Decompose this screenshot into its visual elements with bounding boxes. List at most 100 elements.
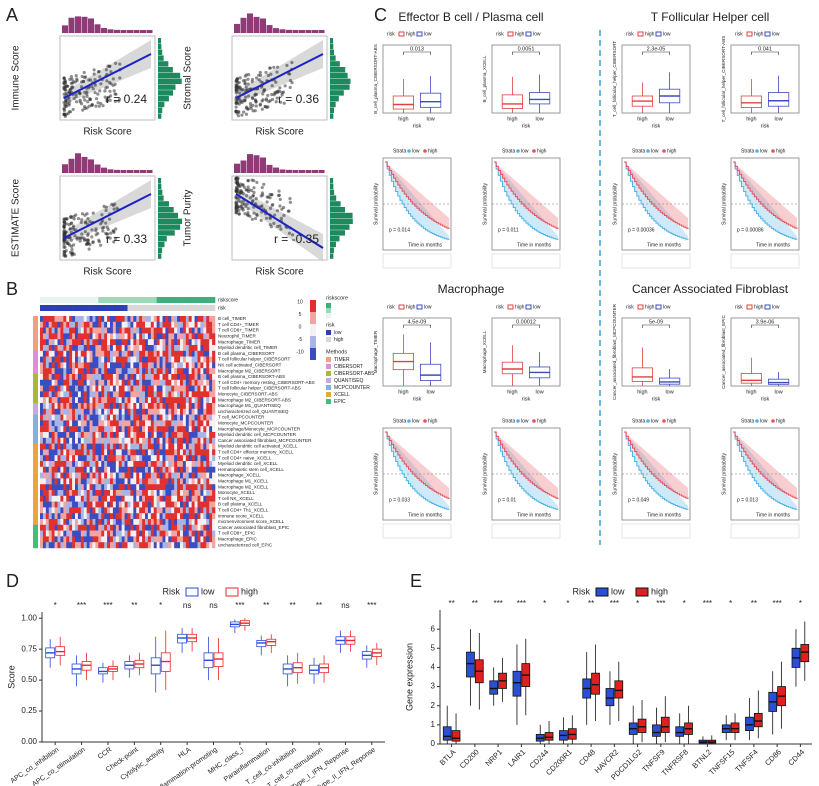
heatmap-cell (165, 536, 169, 543)
heatmap-cell (191, 495, 195, 502)
heatmap-cell (60, 420, 64, 427)
heatmap-cell (80, 316, 85, 322)
heatmap-cell (101, 530, 105, 537)
heatmap-cell (121, 339, 125, 346)
heatmap-cell (188, 484, 192, 491)
heatmap-cell (75, 420, 79, 427)
heatmap-cell (54, 408, 58, 415)
heatmap-cell (72, 437, 76, 444)
riskscore-cell (194, 297, 198, 303)
heatmap-cell (60, 426, 64, 433)
heatmap-cell (168, 495, 172, 502)
heatmap-cell (63, 426, 67, 433)
scatter-point (246, 82, 250, 86)
heatmap-cell (107, 403, 111, 409)
riskscore-cell (206, 297, 210, 303)
top-histogram-bar (234, 23, 240, 33)
heatmap-cell (200, 403, 204, 409)
heatmap-cell (142, 333, 146, 340)
heatmap-cell (75, 345, 79, 351)
heatmap-cell (118, 408, 122, 415)
heatmap-cell (72, 362, 76, 369)
heatmap-cell (72, 345, 76, 351)
heatmap-cell (127, 391, 131, 398)
heatmap-cell (177, 391, 181, 398)
riskscore-cell (212, 297, 216, 303)
heatmap-cell (63, 461, 67, 467)
heatmap-cell (98, 455, 102, 462)
heatmap-cell (200, 374, 204, 380)
heatmap-cell (54, 368, 58, 375)
heatmap-cell (86, 414, 90, 421)
scatter-point (107, 95, 111, 99)
scatter-point (117, 99, 121, 103)
heatmap-cell (121, 385, 125, 392)
heatmap-cell (95, 437, 99, 444)
heatmap-cell (89, 391, 93, 398)
scatter-point (278, 204, 282, 208)
heatmap-cell (95, 362, 99, 369)
heatmap-cell (101, 495, 105, 502)
heatmap-cell (60, 374, 64, 380)
significance: *** (367, 601, 376, 610)
heatmap-cell (194, 339, 198, 346)
km-curve (733, 431, 798, 510)
heatmap-cell (133, 350, 137, 357)
side-histogram-bar (330, 189, 335, 195)
side-histogram-bar (158, 207, 174, 213)
heatmap-cell (118, 420, 122, 427)
heatmap-cell (142, 478, 146, 485)
scatter-point (103, 95, 107, 99)
heatmap-cell (115, 327, 120, 334)
scatter-point (274, 100, 278, 104)
heatmap-cell (83, 339, 87, 346)
riskscore-cell (191, 297, 195, 303)
scatter-point (252, 186, 256, 190)
method-strip (33, 316, 38, 322)
heatmap-cell (45, 316, 50, 322)
heatmap-cell (112, 432, 117, 438)
heatmap-cell (54, 316, 58, 322)
heatmap-cell (191, 321, 195, 328)
row-label: Myeloid dendritic cell_XCELL (218, 461, 278, 466)
heatmap-cell (209, 397, 213, 404)
heatmap-cell (42, 408, 47, 415)
method-strip (33, 536, 38, 543)
heatmap-cell (147, 316, 152, 322)
heatmap-cell (75, 513, 79, 520)
heatmap-cell (57, 461, 61, 467)
scatter-point (70, 251, 74, 255)
heatmap-cell (124, 385, 128, 392)
heatmap-cell (118, 466, 122, 473)
heatmap-cell (136, 490, 140, 496)
heatmap-cell (136, 443, 140, 450)
legend-title: Risk (163, 586, 181, 596)
heatmap-cell (54, 403, 58, 409)
heatmap-cell (142, 472, 146, 479)
heatmap-cell (60, 321, 64, 328)
top-histogram-bar (81, 156, 88, 173)
legend-item: EPIC (334, 399, 346, 405)
heatmap-cell (185, 420, 190, 427)
heatmap-cell (110, 524, 114, 531)
heatmap-cell (168, 519, 172, 525)
heatmap-cell (171, 437, 175, 444)
heatmap-cell (57, 449, 61, 456)
heatmap-cell (180, 437, 184, 444)
scatter-point (82, 70, 86, 75)
heatmap-cell (162, 449, 166, 456)
heatmap-cell (212, 461, 216, 467)
heatmap-cell (98, 316, 102, 322)
heatmap-cell (171, 461, 175, 467)
heatmap-cell (121, 426, 125, 433)
heatmap-cell (206, 507, 210, 514)
heatmap-cell (165, 362, 169, 369)
top-histogram-bar (140, 29, 146, 33)
heatmap-cell (130, 495, 134, 502)
heatmap-cell (124, 542, 128, 549)
r-value: r = 0.33 (106, 232, 147, 246)
heatmap-cell (48, 466, 52, 473)
heatmap-cell (107, 536, 111, 543)
heatmap-cell (72, 530, 76, 537)
heatmap-cell (188, 397, 192, 404)
